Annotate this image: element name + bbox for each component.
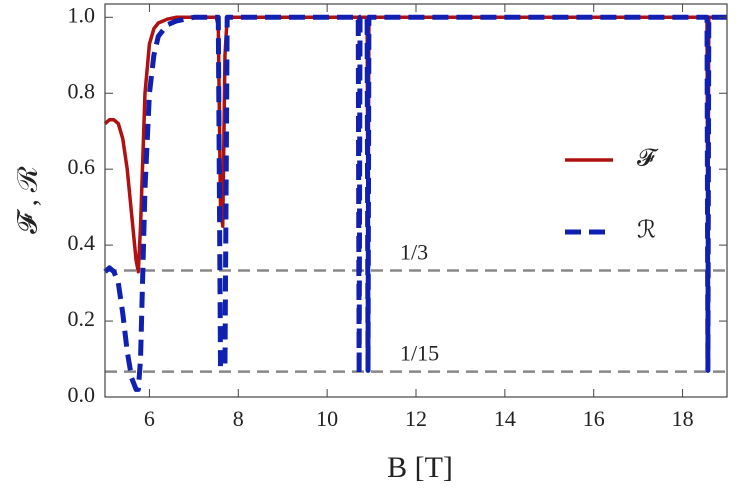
- y-tick-label: 0.6: [68, 154, 96, 179]
- legend-label: 𝓕: [637, 146, 659, 172]
- x-tick-label: 8: [233, 406, 244, 431]
- y-tick-label: 0.4: [68, 230, 96, 255]
- y-axis-label: 𝓕 , ℛ: [12, 166, 43, 234]
- series-line: [103, 15, 727, 274]
- x-tick-label: 6: [144, 406, 155, 431]
- y-tick-label: 1.0: [68, 2, 96, 27]
- y-tick-label: 0.8: [68, 78, 96, 103]
- reference-label: 1/3: [400, 239, 428, 264]
- y-tick-label: 0.2: [68, 306, 96, 331]
- x-tick-label: 12: [405, 406, 427, 431]
- series-line: [103, 14, 727, 392]
- x-tick-label: 16: [583, 406, 605, 431]
- x-tick-label: 18: [672, 406, 694, 431]
- plot-frame: [104, 3, 728, 398]
- reference-label: 1/15: [400, 341, 439, 366]
- x-tick-label: 14: [494, 406, 516, 431]
- x-tick-label: 10: [316, 406, 338, 431]
- y-tick-label: 0.0: [68, 382, 96, 407]
- x-axis-label: B [T]: [387, 451, 453, 484]
- legend-label: ℛ: [637, 218, 656, 244]
